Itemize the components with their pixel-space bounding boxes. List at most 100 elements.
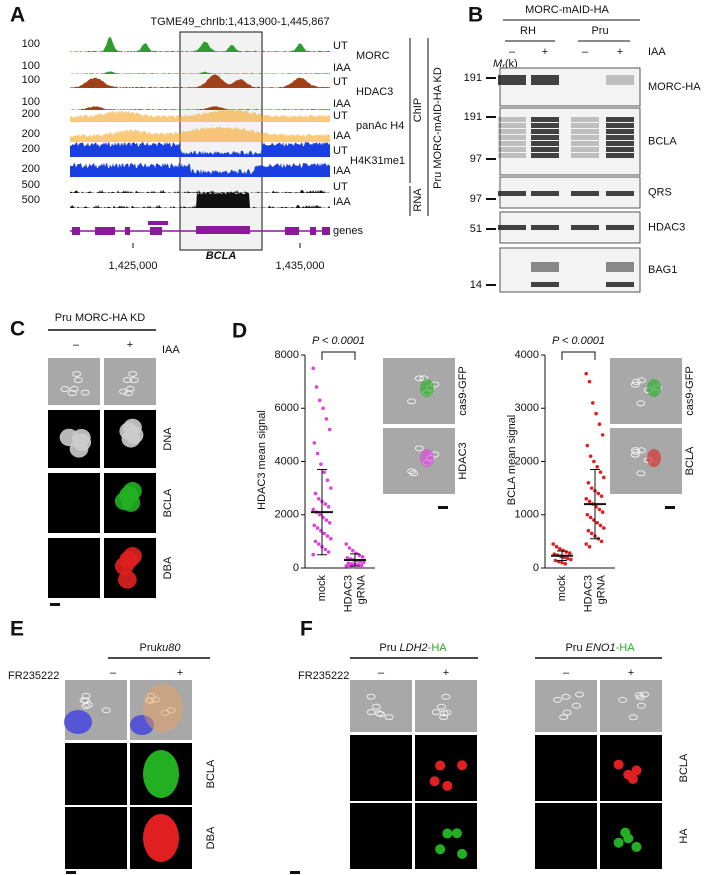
data-point [592, 459, 596, 464]
micrograph-phase [350, 680, 412, 732]
data-point [347, 564, 352, 569]
data-point [598, 470, 603, 474]
track-condition: UT [333, 181, 348, 193]
treatment-sign: – [509, 46, 516, 58]
band [531, 80, 559, 85]
coverage-track [70, 109, 330, 122]
micrograph-fluorescence [48, 538, 100, 598]
image-channel: BCLA [684, 446, 696, 475]
coverage-track [70, 37, 330, 52]
data-point [312, 441, 317, 445]
parasite [631, 378, 641, 385]
exon [125, 227, 130, 235]
micrograph-fluorescence [65, 807, 127, 869]
x-tick-label: HDAC3 [342, 575, 354, 612]
x-tick-label: mock [556, 575, 568, 602]
band [498, 75, 526, 80]
parasite [414, 375, 424, 382]
parasite [371, 703, 381, 710]
image-channel: cas9-GFP [684, 366, 696, 416]
micrograph-phase [383, 428, 455, 494]
scale-bar [66, 871, 76, 874]
band [606, 262, 634, 272]
band [531, 135, 559, 140]
coverage-track [70, 126, 330, 142]
signal [72, 433, 92, 452]
treatment-sign: – [110, 667, 117, 679]
band [498, 191, 526, 196]
channel-label: BCLA [205, 759, 217, 788]
group-label: RNA [412, 188, 424, 212]
mr-marker: 51 [470, 223, 482, 235]
data-point [591, 401, 595, 405]
coverage-track [70, 74, 330, 88]
band [531, 75, 559, 80]
parasite [80, 389, 90, 396]
image-channel: HDAC3 [457, 442, 469, 479]
mr-marker: 191 [464, 111, 482, 123]
parasite [628, 714, 638, 721]
track-condition: UT [333, 76, 348, 88]
data-point [321, 406, 325, 411]
band [571, 147, 599, 152]
band [531, 129, 559, 134]
data-point [312, 523, 317, 528]
track-condition: UT [333, 110, 348, 122]
strain-tag: -HA [616, 642, 636, 654]
scale-bar [290, 871, 300, 874]
panel-title: Pru MORC-HA KD [55, 312, 146, 324]
y-axis-title: HDAC3 mean signal [256, 410, 268, 510]
band [606, 141, 634, 146]
micrograph-phase [535, 680, 597, 732]
parasite [636, 400, 646, 407]
data-point [324, 417, 329, 421]
error-bar [350, 553, 360, 567]
panel-label: C [10, 318, 25, 341]
data-point [585, 512, 590, 517]
coverage-track [70, 162, 330, 177]
treatment-sign: + [443, 667, 449, 679]
exon [72, 227, 80, 235]
micrograph-phase [600, 680, 662, 732]
track-scale: 100 [22, 96, 40, 108]
parasite [436, 703, 446, 710]
band [606, 129, 634, 134]
data-point [323, 547, 328, 552]
data-point [596, 491, 601, 496]
data-point [602, 475, 606, 480]
data-point [554, 544, 559, 549]
data-point [598, 523, 603, 528]
coverage-track [70, 192, 330, 208]
blot-name: BAG1 [648, 264, 677, 276]
data-point [322, 470, 327, 474]
data-point [318, 398, 322, 403]
parasite [636, 702, 646, 709]
treatment-sign: + [127, 339, 133, 351]
genes-label: genes [333, 225, 363, 237]
micrograph-fluorescence [350, 803, 412, 869]
strain-label: Pru MORC-mAID-HA KD [432, 67, 444, 189]
nucleus [64, 710, 92, 734]
strain-gene: ku80 [157, 642, 182, 654]
mr-marker: 14 [470, 279, 482, 291]
data-point [569, 557, 573, 562]
parasite [125, 385, 135, 392]
micrograph-phase [610, 428, 682, 494]
strain: Pru [591, 25, 608, 37]
channel-label: DNA [162, 427, 174, 451]
track-target: H4K31me1 [350, 155, 405, 167]
treatment-sign: – [563, 667, 570, 679]
x-tick-label: gRNA [595, 574, 607, 604]
error-bar [557, 550, 567, 562]
signal [119, 422, 139, 440]
data-point [326, 550, 331, 554]
treatment-sign: – [582, 46, 589, 58]
data-point [311, 366, 316, 371]
coverage-track [70, 71, 330, 74]
parasite [636, 447, 646, 454]
parasite [630, 381, 640, 388]
data-point [315, 451, 320, 456]
band [606, 225, 634, 230]
signal [647, 449, 661, 467]
